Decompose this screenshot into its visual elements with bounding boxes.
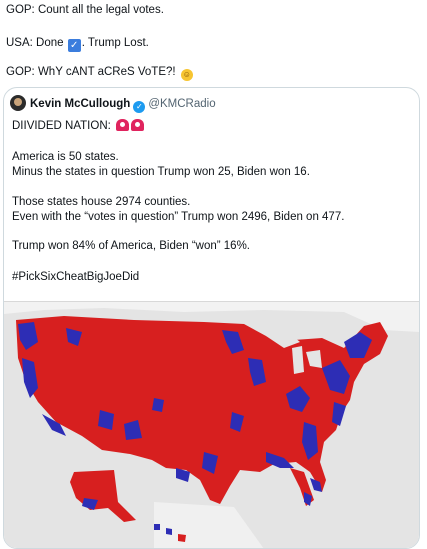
line-text: GOP: WhY cANT aCReS VoTE?! xyxy=(6,66,176,78)
line-gop-acres: GOP: WhY cANT aCReS VoTE?! ☺ xyxy=(6,65,193,81)
alaska-shape xyxy=(70,470,136,522)
author-handle[interactable]: @KMCRadio xyxy=(148,98,216,110)
tweet-paragraph: Trump won 84% of America, Biden “won” 16… xyxy=(12,240,250,252)
author-name[interactable]: Kevin McCullough xyxy=(30,98,131,110)
tweet-paragraph: Those states house 2974 counties. xyxy=(12,196,191,208)
tweet-paragraph: America is 50 states. xyxy=(12,151,119,163)
contiguous-us-shape xyxy=(16,316,388,504)
zany-face-icon: ☺ xyxy=(180,69,193,81)
county-election-map[interactable] xyxy=(4,301,419,548)
avatar[interactable] xyxy=(10,95,26,111)
line-text-before: USA: Done xyxy=(6,37,67,49)
tweet-hashtag[interactable]: #PickSixCheatBigJoeDid xyxy=(12,271,140,283)
line-text-after: . Trump Lost. xyxy=(81,37,149,49)
quoted-tweet-header: Kevin McCullough ✓ @KMCRadio xyxy=(10,95,216,113)
siren-icon xyxy=(116,119,130,131)
headline-text: DIIVIDED NATION: xyxy=(12,120,111,132)
quoted-tweet-card[interactable]: Kevin McCullough ✓ @KMCRadio DIIVIDED NATI… xyxy=(3,87,420,549)
check-box-icon: ✓ xyxy=(67,39,81,52)
tweet-paragraph: Even with the “votes in question” Trump … xyxy=(12,211,345,223)
verified-badge-icon: ✓ xyxy=(133,101,146,113)
line-usa-done: USA: Done ✓. Trump Lost. xyxy=(6,36,149,52)
tweet-headline: DIIVIDED NATION: xyxy=(12,119,145,133)
us-map-graphic xyxy=(4,302,419,548)
line-text: GOP: Count all the legal votes. xyxy=(6,4,164,16)
line-gop-count: GOP: Count all the legal votes. xyxy=(6,3,164,17)
tweet-paragraph: Minus the states in question Trump won 2… xyxy=(12,166,310,178)
siren-icon xyxy=(131,119,145,131)
